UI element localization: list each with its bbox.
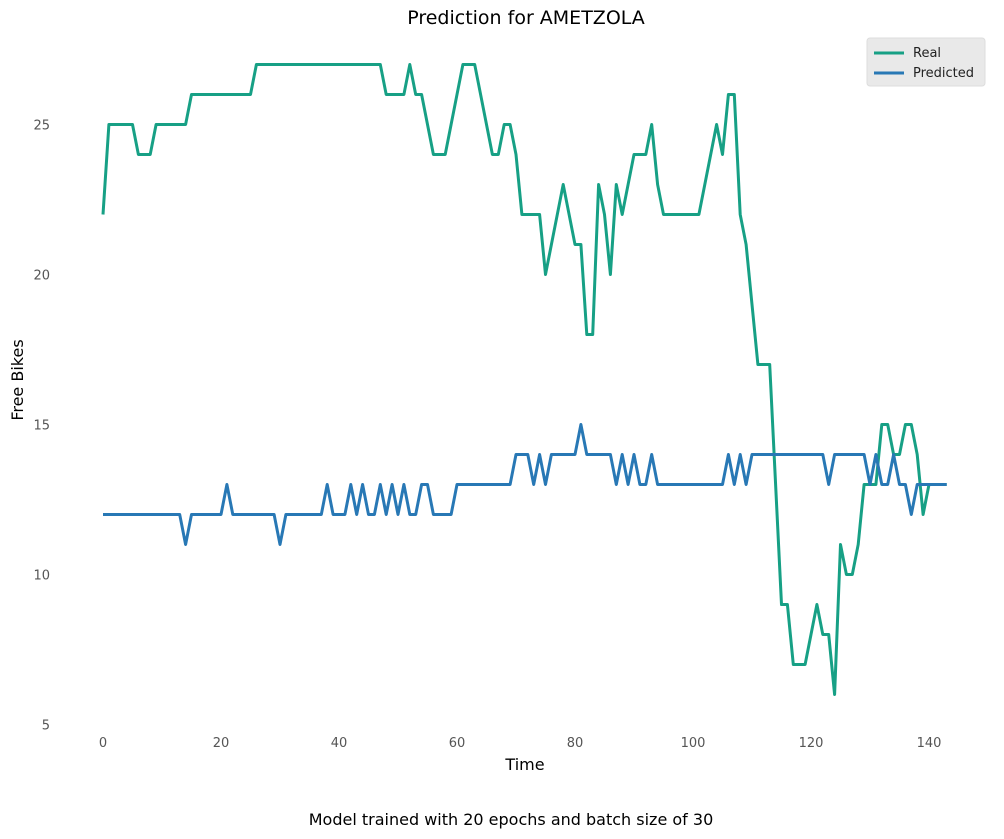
x-tick-label: 100 (681, 736, 706, 751)
x-tick-label: 40 (331, 736, 348, 751)
series-layer (101, 63, 947, 696)
x-tick-label: 140 (917, 736, 942, 751)
y-axis-ticks: 5 10 15 20 25 (33, 119, 50, 734)
series-line-real (101, 63, 947, 696)
x-tick-label: 20 (213, 736, 230, 751)
legend-label-predicted: Predicted (913, 66, 974, 81)
x-axis-ticks: 0 20 40 60 80 100 120 140 (99, 736, 942, 751)
y-axis-label: Free Bikes (8, 339, 27, 420)
legend-label-real: Real (913, 46, 941, 61)
y-tick-label: 10 (33, 569, 50, 584)
y-tick-label: 15 (33, 419, 50, 434)
y-tick-label: 20 (33, 269, 50, 284)
x-tick-label: 60 (449, 736, 466, 751)
x-tick-label: 120 (799, 736, 824, 751)
x-tick-label: 0 (99, 736, 107, 751)
legend: Real Predicted (866, 37, 986, 87)
x-axis-label: Time (504, 755, 544, 774)
series-line-predicted (103, 423, 947, 546)
chart-caption: Model trained with 20 epochs and batch s… (309, 810, 714, 829)
x-tick-label: 80 (567, 736, 584, 751)
chart-title: Prediction for AMETZOLA (407, 7, 645, 29)
y-tick-label: 5 (42, 719, 50, 734)
y-tick-label: 25 (33, 119, 50, 134)
